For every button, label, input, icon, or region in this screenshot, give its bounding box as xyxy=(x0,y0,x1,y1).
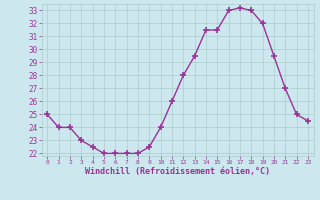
X-axis label: Windchill (Refroidissement éolien,°C): Windchill (Refroidissement éolien,°C) xyxy=(85,167,270,176)
